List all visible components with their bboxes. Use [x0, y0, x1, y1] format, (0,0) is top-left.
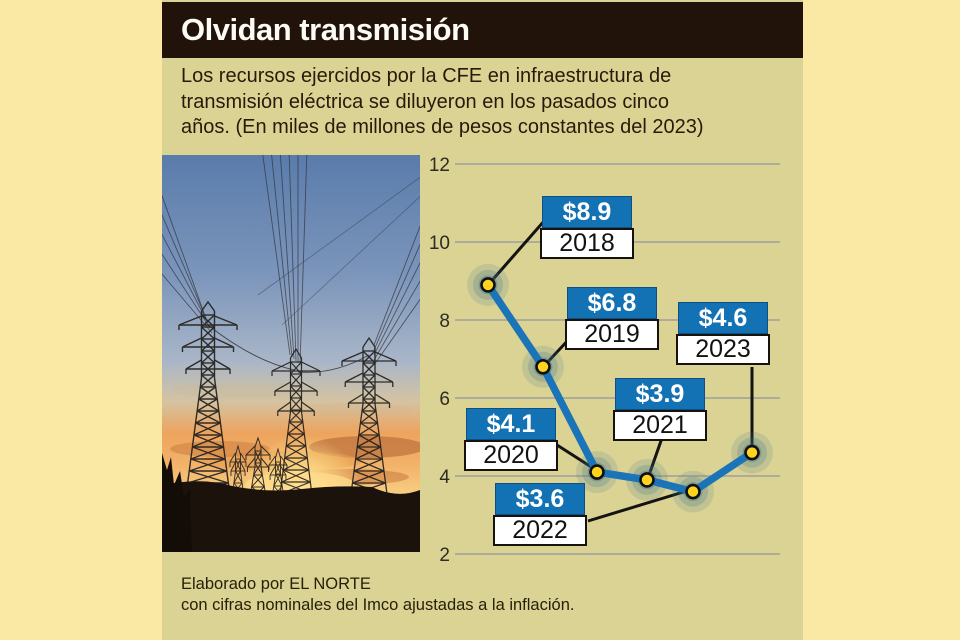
chart-point-2022	[685, 483, 701, 500]
data-line	[484, 281, 756, 496]
callout-line-2021	[646, 437, 664, 479]
power-lines	[155, 148, 427, 373]
chart-label-2021: $3.9 2021	[613, 378, 707, 441]
y-tick-10: 10	[430, 233, 450, 254]
intro-line-3: años. (En miles de millones de pesos con…	[181, 116, 704, 138]
value-label: $4.1	[466, 408, 556, 440]
year-label: 2022	[493, 515, 587, 546]
year-label: 2018	[540, 228, 634, 259]
year-label: 2023	[676, 334, 770, 365]
cloud	[292, 403, 412, 417]
intro-line-1: Los recursos ejercidos por la CFE en inf…	[181, 65, 672, 87]
credit-line: Elaborado por EL NORTE	[181, 575, 371, 593]
value-label: $3.6	[495, 483, 585, 515]
y-tick-2: 2	[439, 545, 450, 566]
page-title: Olvidan transmisión	[181, 12, 470, 47]
chart-point-2020	[589, 464, 605, 480]
y-tick-8: 8	[439, 311, 450, 332]
source-line: con cifras nominales del Imco ajustadas …	[181, 596, 575, 614]
y-tick-12: 12	[430, 155, 450, 176]
callout-line-2020	[556, 443, 597, 472]
sunset-transmission-towers-photo	[155, 148, 427, 559]
source-credit: Elaborado por EL NORTE con cifras nomina…	[181, 574, 574, 616]
intro-line-2: transmisión eléctrica se diluyeron en lo…	[181, 90, 670, 113]
chart-label-2022: $3.6 2022	[493, 483, 587, 546]
y-tick-4: 4	[439, 467, 450, 488]
chart-label-2019: $6.8 2019	[565, 287, 659, 350]
chart-point-2023	[744, 444, 760, 461]
photo-illustration	[155, 148, 427, 559]
callout-line-2018	[486, 219, 547, 286]
chart-point-2018	[480, 277, 496, 293]
chart-canvas: 12 10 8 6 4 2	[430, 155, 780, 566]
chart-label-2023: $4.6 2023	[676, 302, 770, 365]
value-label: $4.6	[678, 302, 768, 334]
year-label: 2020	[464, 440, 558, 471]
value-label: $8.9	[542, 196, 632, 228]
year-label: 2019	[565, 319, 659, 350]
ground-silhouette	[162, 481, 420, 552]
chart-label-2020: $4.1 2020	[464, 408, 558, 471]
callout-line-2022	[587, 488, 691, 523]
value-label: $6.8	[567, 287, 657, 319]
intro-text: Los recursos ejercidos por la CFE en inf…	[181, 64, 771, 141]
year-label: 2021	[613, 410, 707, 441]
chart-point-2019	[535, 359, 551, 375]
chart-data-labels: $8.9 2018 $6.8 2019 $4.1 2020 $3.9 2021 $3.6 2022…	[430, 150, 805, 580]
foreground-grass	[162, 453, 192, 552]
infographic-panel: Olvidan transmisión Los recursos ejercid…	[155, 0, 805, 640]
chart-label-2018: $8.9 2018	[540, 196, 634, 259]
title-bar: Olvidan transmisión	[162, 2, 803, 58]
line-chart: 12 10 8 6 4 2 $8.9 2018 $6.8 2019 $4.1 2020 $3.9 202…	[430, 150, 805, 580]
value-label: $3.9	[615, 378, 705, 410]
y-tick-6: 6	[439, 389, 450, 410]
chart-point-2021	[639, 472, 655, 488]
